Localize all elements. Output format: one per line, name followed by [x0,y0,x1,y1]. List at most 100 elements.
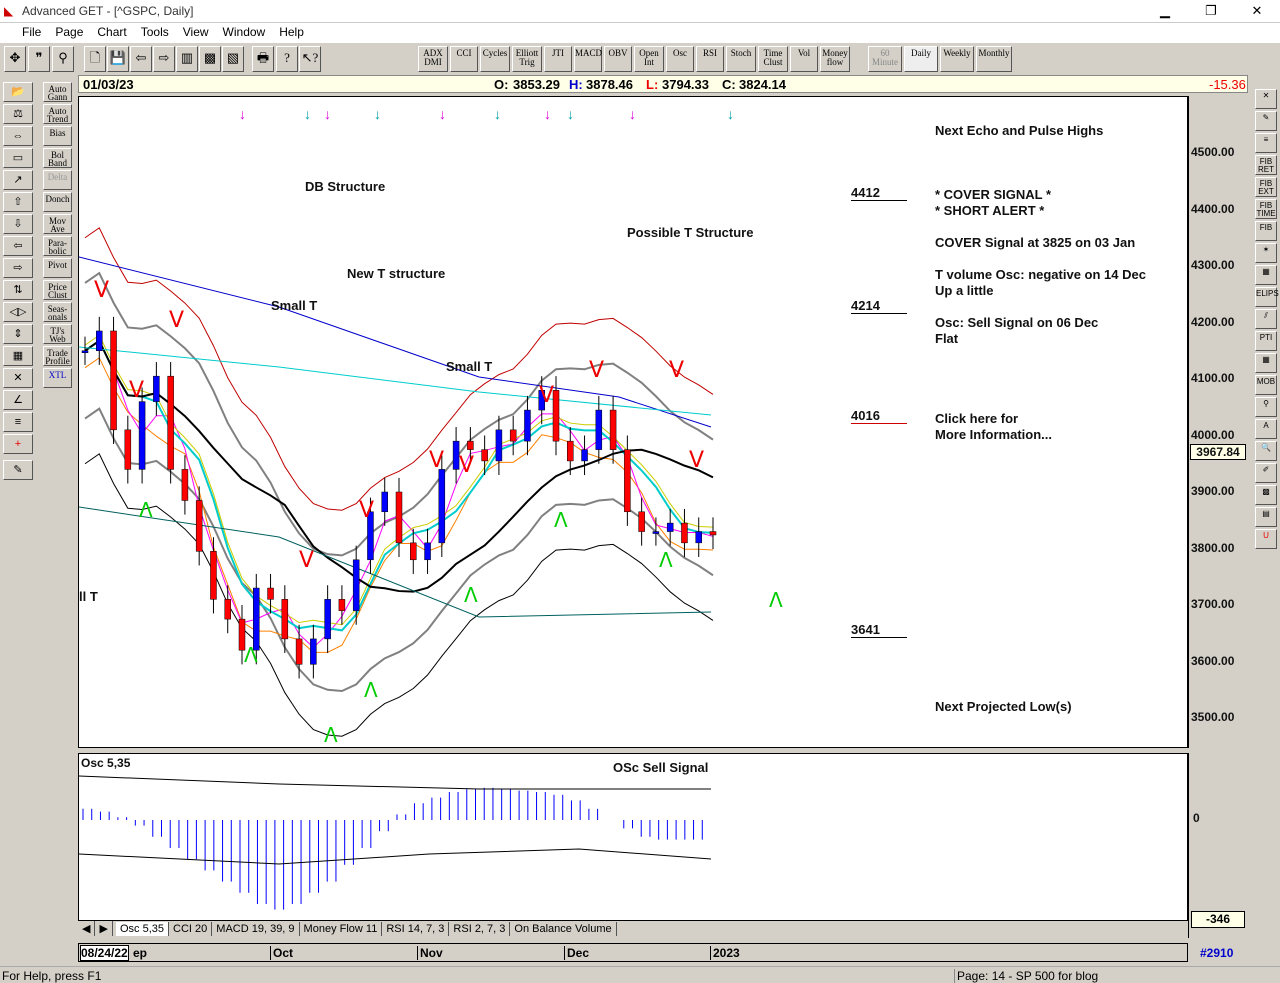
right-tool-18-icon[interactable]: ▩ [1255,485,1277,505]
open-folder-icon[interactable]: 📂 [3,82,33,102]
toolbar-icon-2[interactable]: ⚲ [52,46,74,72]
tool-bias[interactable]: Bias [43,126,72,146]
right-tool-2-icon[interactable]: ≡ [1255,133,1277,153]
indicator-vol[interactable]: Vol [790,46,818,72]
arrow-left-icon[interactable]: ⇦ [3,236,33,256]
tool-para-bolic[interactable]: Para-bolic [43,236,72,256]
tab-on-balance-volume[interactable]: On Balance Volume [510,922,617,936]
notes-icon[interactable]: ✎ [3,460,33,480]
right-tool-1-icon[interactable]: ✎ [1255,111,1277,131]
tab-cci-20[interactable]: CCI 20 [169,922,213,936]
arrow-down-icon[interactable]: ⇩ [3,214,33,234]
toolbar-icon-7[interactable]: ▥ [176,46,198,72]
right-tool-11-icon[interactable]: PTI [1255,331,1277,351]
study-icon[interactable]: ▭ [3,148,33,168]
tab-rsi-14-7-3[interactable]: RSI 14, 7, 3 [382,922,450,936]
right-tool-19-icon[interactable]: ▤ [1255,507,1277,527]
right-tool-9-icon[interactable]: ELIPS [1255,287,1279,307]
toolbar-icon-10[interactable]: 🖶 [252,46,274,72]
price-chart[interactable]: V V V V V V V V V V V Λ Λ Λ Λ Λ Λ Λ Λ ↓ ↓ ↓ ↓ ↓ ↓ ↓ ↓ ↓ ↓ DB Structu… [78,96,1188,748]
more-info-link-2[interactable]: More Information... [935,427,1052,442]
tool-trade-profile[interactable]: Trade Profile [43,346,72,366]
right-tool-0-icon[interactable]: ✕ [1255,89,1277,109]
timeframe-daily[interactable]: Daily [904,46,938,72]
toolbar-icon-12[interactable]: ↖? [299,46,321,72]
expand-vertical-icon[interactable]: ⇕ [3,324,33,344]
tab-macd-19-39-9[interactable]: MACD 19, 39, 9 [212,922,300,936]
indicator-osc[interactable]: Osc [666,46,694,72]
minimize-button[interactable]: ▁ [1160,3,1170,18]
restore-button[interactable]: ❐ [1205,3,1217,18]
tool-delta[interactable]: Delta [43,170,72,190]
right-tool-4-icon[interactable]: FIB EXT [1255,177,1277,197]
tool-donch[interactable]: Donch [43,192,72,212]
close-button[interactable]: ✕ [1251,3,1263,18]
toolbar-icon-4[interactable]: 💾 [107,46,129,72]
balance-icon[interactable]: ⚖ [3,104,33,124]
indicator-cycles[interactable]: Cycles [480,46,510,72]
arrow-up-icon[interactable]: ⇧ [3,192,33,212]
right-tool-5-icon[interactable]: FIB TIME [1255,199,1277,219]
toolbar-icon-3[interactable]: 🗋 [84,46,106,72]
indicator-elliott-trig[interactable]: Elliott Trig [512,46,542,72]
compress-icon[interactable]: ⇅ [3,280,33,300]
indicator-cci[interactable]: CCI [450,46,478,72]
tool-pivot[interactable]: Pivot [43,258,72,278]
elliott-icon[interactable]: ↗ [3,170,33,190]
menu-window[interactable]: Window [222,25,266,39]
grid-icon[interactable]: ▦ [3,346,33,366]
timeframe-60-minute[interactable]: 60 Minute [868,46,902,72]
indicator-open-int[interactable]: Open Int [634,46,664,72]
toolbar-icon-1[interactable]: ❞ [28,46,50,72]
menu-view[interactable]: View [182,25,209,39]
gann-icon[interactable]: ∠ [3,390,33,410]
reset-icon[interactable]: ⇔ [3,126,33,146]
tool-auto-trend[interactable]: Auto Trend [43,104,72,124]
oscillator-pane[interactable]: Osc 5,35 OSc Sell Signal [78,753,1188,921]
tool-bol-band[interactable]: Bol Band [43,148,72,168]
right-tool-20-icon[interactable]: U [1255,529,1277,549]
price-axis[interactable]: 4500.00 4400.00 4300.00 4200.00 4100.00 4000.… [1188,96,1248,748]
toolbar-icon-0[interactable]: ✥ [4,46,26,72]
tool-tj-s-web[interactable]: TJ's Web [43,324,72,344]
toolbar-icon-6[interactable]: ⇨ [153,46,175,72]
indicator-jti[interactable]: JTI [544,46,572,72]
right-tool-12-icon[interactable]: ▦ [1255,353,1277,373]
right-tool-15-icon[interactable]: A [1255,419,1277,439]
indicator-time-clust[interactable]: Time Clust [758,46,788,72]
right-tool-13-icon[interactable]: MOB [1255,375,1277,395]
tab-osc-5-35[interactable]: Osc 5,35 [116,922,170,936]
indicator-adx-dmi[interactable]: ADX DMI [418,46,448,72]
menu-chart[interactable]: Chart [97,25,127,39]
indicator-rsi[interactable]: RSI [696,46,724,72]
menu-page[interactable]: Page [55,25,84,39]
toolbar-icon-11[interactable]: ? [276,46,298,72]
tool-xtl[interactable]: XTL [43,368,72,388]
timeframe-weekly[interactable]: Weekly [940,46,974,72]
toolbar-icon-5[interactable]: ⇦ [130,46,152,72]
timeframe-monthly[interactable]: Monthly [976,46,1012,72]
tool-seas-onals[interactable]: Seas-onals [43,302,72,322]
right-tool-3-icon[interactable]: FIB RET [1255,155,1277,175]
indicator-obv[interactable]: OBV [604,46,632,72]
menu-help[interactable]: Help [279,25,304,39]
right-tool-10-icon[interactable]: ⫽ [1255,309,1277,329]
tool-mov-ave[interactable]: Mov Ave [43,214,72,234]
menu-tools[interactable]: Tools [140,25,169,39]
expand-horizontal-icon[interactable]: ◁▷ [3,302,33,322]
right-tool-16-icon[interactable]: 🔍 [1255,441,1277,461]
arrow-right-icon[interactable]: ⇨ [3,258,33,278]
toolbar-icon-8[interactable]: ▩ [199,46,221,72]
toolbar-icon-9[interactable]: ▧ [222,46,244,72]
more-info-link[interactable]: Click here for [935,411,1019,426]
right-tool-7-icon[interactable]: ✶ [1255,243,1277,263]
tool-auto-gann[interactable]: Auto Gann [43,82,72,102]
crosshair-icon[interactable]: + [3,434,33,454]
indicator-stoch[interactable]: Stoch [726,46,756,72]
tab-scroll-left[interactable]: ◀ [78,921,96,936]
right-tool-8-icon[interactable]: ▦ [1255,265,1277,285]
date-axis[interactable]: 08/24/22 ep Oct Nov Dec 2023 [78,943,1188,962]
right-tool-17-icon[interactable]: ✐ [1255,463,1277,483]
tool-price-clust[interactable]: Price Clust [43,280,72,300]
fib-icon[interactable]: ≡ [3,412,33,432]
